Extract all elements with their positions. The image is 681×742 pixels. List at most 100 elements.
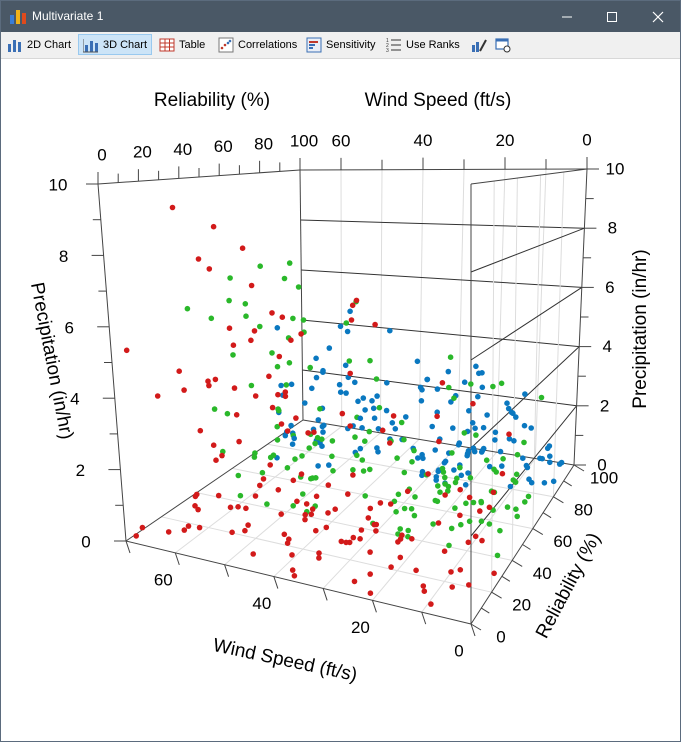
data-point <box>457 486 464 493</box>
data-point <box>490 489 497 496</box>
data-point <box>442 458 449 465</box>
2d-chart-button[interactable]: 2D Chart <box>3 34 74 55</box>
data-point <box>274 437 281 443</box>
data-point <box>445 488 451 494</box>
data-point <box>267 462 274 468</box>
table-button[interactable]: Table <box>155 34 210 55</box>
y-minor-tick <box>501 575 511 582</box>
edit-chart-button[interactable] <box>467 34 491 55</box>
data-point <box>289 441 296 448</box>
data-point <box>409 536 415 542</box>
data-point <box>192 503 198 509</box>
data-point <box>432 447 439 453</box>
data-point <box>323 524 330 531</box>
data-point <box>300 491 306 497</box>
data-point <box>295 284 302 290</box>
data-point <box>292 456 298 462</box>
3d-chart-label: 3D Chart <box>103 38 148 51</box>
2d-chart-icon <box>8 39 21 52</box>
data-point <box>299 453 305 459</box>
maximize-button[interactable] <box>589 1 634 32</box>
data-point <box>401 436 407 443</box>
data-point <box>510 410 516 417</box>
data-point <box>260 476 267 482</box>
data-point <box>497 448 504 455</box>
data-point <box>362 493 369 499</box>
z-axis-title: Precipitation (in/hr) <box>26 281 77 442</box>
data-point <box>360 395 367 401</box>
data-point <box>387 327 393 334</box>
data-point <box>441 548 448 554</box>
use-ranks-button[interactable]: 1 2 3 Use Ranks <box>382 34 462 55</box>
data-point <box>387 501 394 507</box>
data-point <box>415 455 421 461</box>
data-point <box>210 442 217 449</box>
wall-gridline <box>511 177 518 561</box>
table-icon <box>159 38 175 51</box>
data-point <box>264 501 270 507</box>
data-point <box>248 282 255 289</box>
x-tick-label: 60 <box>154 570 173 589</box>
close-button[interactable] <box>635 1 680 32</box>
data-point <box>470 400 476 407</box>
data-point <box>343 539 349 546</box>
title-bar[interactable]: Multivariate 1 <box>1 1 680 32</box>
data-point <box>442 474 448 481</box>
data-point <box>463 500 469 507</box>
sensitivity-button[interactable]: Sensitivity <box>302 34 378 55</box>
data-point <box>357 445 364 452</box>
data-point <box>418 398 425 404</box>
wall-gridline <box>532 174 542 529</box>
data-point <box>507 483 514 490</box>
data-point <box>257 263 264 269</box>
data-point <box>319 436 325 443</box>
data-point <box>133 533 139 539</box>
data-point <box>169 204 176 211</box>
x-top-tick-label: 20 <box>496 131 515 150</box>
data-point <box>480 424 487 431</box>
y-top-tick-label: 60 <box>214 137 233 156</box>
floor-gridline <box>232 467 533 530</box>
data-point <box>196 524 203 531</box>
data-point <box>371 415 378 422</box>
data-point <box>348 317 355 323</box>
data-point <box>239 245 246 251</box>
z-tick-label: 6 <box>64 318 73 337</box>
z-tick-label: 0 <box>81 532 90 551</box>
y-tick-mark <box>532 528 544 536</box>
data-point <box>257 482 263 489</box>
data-point <box>282 393 289 400</box>
data-point <box>325 510 331 516</box>
wall-z-gridline <box>301 269 582 288</box>
chart-settings-button[interactable] <box>491 34 515 55</box>
data-point <box>486 521 493 527</box>
data-point <box>480 445 487 452</box>
data-point <box>289 552 295 558</box>
data-point <box>408 506 415 512</box>
data-point <box>434 498 441 505</box>
3d-chart-button[interactable]: 3D Chart <box>78 34 152 55</box>
data-point <box>278 421 285 427</box>
data-point <box>370 405 377 412</box>
correlations-label: Correlations <box>238 38 298 51</box>
data-point <box>231 385 238 391</box>
data-point <box>465 470 471 476</box>
window-title: Multivariate 1 <box>32 9 104 23</box>
data-point <box>439 380 446 386</box>
data-point <box>274 325 281 331</box>
x-top-axis-title: Wind Speed (ft/s) <box>365 90 512 111</box>
data-point <box>546 443 553 449</box>
data-point <box>524 464 531 471</box>
data-point <box>298 471 305 477</box>
y-minor-tick <box>563 480 572 487</box>
minimize-button[interactable] <box>544 1 589 32</box>
y-tick-label: 20 <box>512 596 531 615</box>
data-point <box>349 302 356 309</box>
data-point <box>290 315 296 322</box>
correlations-button[interactable]: Correlations <box>214 34 298 55</box>
data-point <box>467 475 474 481</box>
data-point <box>413 567 419 574</box>
y-tick-label: 40 <box>533 564 552 583</box>
